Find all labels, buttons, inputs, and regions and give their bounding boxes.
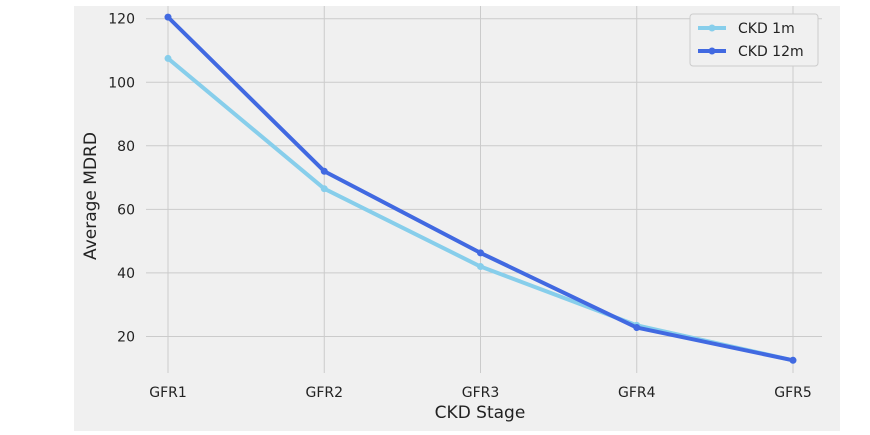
tick-labels: GFR1 GFR2 GFR3 GFR4 GFR5 20 40 60 80 100 120 [108, 12, 812, 401]
data-point [789, 356, 797, 364]
chart-background [74, 6, 840, 431]
grid [146, 6, 822, 373]
data-point [320, 167, 328, 175]
legend-label-2: CKD 12m [738, 44, 804, 60]
y-tick-label: 40 [117, 266, 135, 282]
y-tick-label: 120 [108, 12, 135, 28]
x-tick-label: GFR2 [305, 385, 343, 401]
data-point [633, 324, 641, 332]
x-tick-label: GFR4 [618, 385, 656, 401]
legend-label-1: CKD 1m [738, 21, 795, 37]
y-tick-label: 60 [117, 202, 135, 218]
legend: CKD 1m CKD 12m [689, 13, 819, 67]
x-axis-label: CKD Stage [435, 403, 526, 423]
legend-marker-1 [708, 24, 716, 32]
series-layer [164, 13, 797, 364]
y-tick-label: 80 [117, 139, 135, 155]
data-point [320, 185, 328, 193]
y-tick-label: 20 [117, 329, 135, 345]
x-tick-label: GFR1 [149, 385, 187, 401]
x-tick-label: GFR5 [774, 385, 812, 401]
x-tick-label: GFR3 [462, 385, 500, 401]
data-point [477, 249, 484, 257]
data-point [164, 54, 172, 62]
data-point [477, 263, 484, 271]
data-point [164, 13, 172, 21]
legend-marker-2 [708, 47, 716, 55]
y-tick-label: 100 [108, 75, 135, 91]
y-axis-label: Average MDRD [81, 132, 101, 260]
